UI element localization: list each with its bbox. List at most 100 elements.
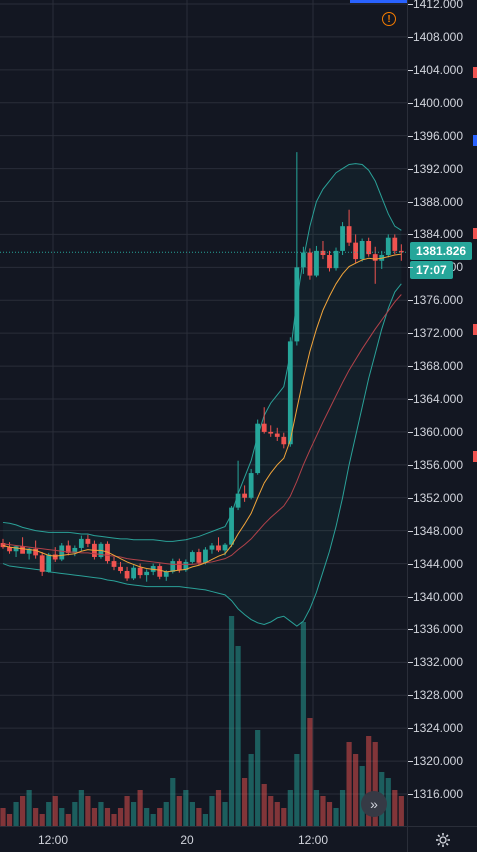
price-tick-mark bbox=[408, 267, 413, 269]
price-tick-label: 1376.000 bbox=[412, 293, 463, 308]
volume-bar bbox=[307, 718, 313, 826]
volume-bar bbox=[255, 730, 261, 826]
price-tick-label: 1332.000 bbox=[412, 655, 463, 670]
candle-body bbox=[385, 237, 391, 255]
time-tick-label: 20 bbox=[180, 833, 194, 847]
price-tick-mark bbox=[408, 596, 413, 598]
price-tick-mark bbox=[408, 234, 413, 236]
volume-bar bbox=[65, 814, 71, 826]
volume-bar bbox=[39, 814, 45, 826]
scroll-to-realtime-button[interactable]: » bbox=[361, 791, 387, 817]
price-tick-mark bbox=[408, 300, 413, 302]
price-tick-mark bbox=[408, 201, 413, 203]
price-tick-label: 1328.000 bbox=[412, 688, 463, 703]
candle-body bbox=[33, 548, 39, 556]
volume-bar bbox=[183, 790, 189, 826]
volume-bar bbox=[137, 790, 143, 826]
candle-body bbox=[189, 552, 195, 562]
candle-body bbox=[124, 570, 130, 579]
price-tick-label: 1336.000 bbox=[412, 622, 463, 637]
price-scale[interactable]: 1316.000 1320.000 1324.000 1328.000 1332.000… bbox=[407, 0, 477, 826]
price-tick-mark bbox=[408, 168, 413, 170]
price-tick-label: 1368.000 bbox=[412, 359, 463, 374]
volume-bar bbox=[176, 796, 182, 826]
gear-icon[interactable] bbox=[435, 832, 451, 848]
volume-bar bbox=[339, 790, 346, 826]
last-price-label: 1381.826 bbox=[410, 242, 473, 260]
volume-bar bbox=[33, 808, 39, 826]
candle-body bbox=[203, 549, 208, 563]
price-tick-mark bbox=[408, 366, 413, 368]
alert-circle-icon[interactable]: ! bbox=[382, 12, 396, 26]
time-scale[interactable]: 12:00 20 12:00 bbox=[0, 826, 407, 852]
price-tick-label: 1316.000 bbox=[412, 787, 463, 801]
price-tick-mark bbox=[408, 102, 413, 104]
candle-body bbox=[157, 566, 163, 577]
price-chart[interactable] bbox=[0, 0, 407, 826]
volume-bar bbox=[170, 778, 176, 826]
volume-bar bbox=[46, 802, 52, 826]
price-tick-label: 1408.000 bbox=[412, 29, 463, 44]
candle-body bbox=[118, 566, 123, 571]
volume-bar bbox=[313, 790, 320, 826]
price-tick-label: 1352.000 bbox=[412, 490, 463, 505]
candle-body bbox=[72, 547, 78, 553]
price-tick-label: 1384.000 bbox=[412, 227, 463, 242]
volume-bar bbox=[163, 802, 169, 826]
volume-bar bbox=[91, 808, 98, 826]
candle-body bbox=[398, 250, 404, 253]
candle-body bbox=[229, 507, 234, 545]
price-tick-label: 1344.000 bbox=[412, 556, 463, 571]
volume-bar bbox=[150, 814, 156, 826]
time-tick-label: 12:00 bbox=[297, 833, 329, 847]
volume-bar bbox=[202, 814, 209, 826]
candle-body bbox=[235, 493, 241, 508]
volume-bar bbox=[294, 754, 300, 826]
price-tick-mark bbox=[408, 333, 413, 335]
volume-bar bbox=[261, 784, 267, 826]
volume-bar bbox=[300, 622, 306, 826]
candle-body bbox=[340, 226, 345, 251]
volume-bar bbox=[85, 796, 91, 826]
volume-bar bbox=[281, 808, 287, 826]
candle-body bbox=[372, 254, 378, 261]
price-tick-mark bbox=[408, 431, 413, 433]
scale-edge-marker bbox=[473, 324, 477, 335]
bar-countdown-label: 17:07 bbox=[410, 261, 453, 279]
candle-body bbox=[209, 545, 215, 550]
price-tick-mark bbox=[408, 761, 413, 763]
candle-body bbox=[248, 473, 254, 498]
volume-bar bbox=[6, 814, 13, 826]
price-tick-label: 1356.000 bbox=[412, 457, 463, 472]
candle-body bbox=[320, 250, 326, 255]
volume-bar bbox=[111, 814, 117, 826]
candle-body bbox=[65, 545, 71, 553]
price-tick-mark bbox=[408, 69, 413, 71]
candle-body bbox=[163, 571, 169, 577]
candle-body bbox=[216, 545, 221, 551]
scale-settings-corner[interactable] bbox=[407, 826, 477, 852]
volume-bar bbox=[59, 808, 65, 826]
candle-body bbox=[255, 423, 261, 474]
candle-body bbox=[0, 543, 6, 548]
scale-edge-marker bbox=[473, 135, 477, 146]
candle-body bbox=[26, 548, 32, 554]
volume-bar bbox=[98, 802, 104, 826]
chart-pane[interactable]: ! » bbox=[0, 0, 407, 826]
volume-bar bbox=[104, 808, 111, 826]
bollinger-fill bbox=[3, 163, 402, 627]
price-tick-label: 1396.000 bbox=[412, 128, 463, 143]
price-tick-mark bbox=[408, 530, 413, 532]
price-tick-mark bbox=[408, 662, 413, 664]
candle-body bbox=[85, 538, 91, 544]
candle-body bbox=[261, 423, 267, 432]
candle-body bbox=[281, 436, 287, 445]
candle-body bbox=[346, 226, 352, 243]
candle-body bbox=[287, 341, 293, 445]
volume-bar bbox=[222, 802, 228, 826]
volume-bar bbox=[385, 778, 391, 826]
volume-bar bbox=[274, 802, 280, 826]
scale-edge-marker bbox=[473, 228, 477, 239]
volume-bar bbox=[366, 736, 372, 826]
candle-body bbox=[196, 552, 202, 563]
